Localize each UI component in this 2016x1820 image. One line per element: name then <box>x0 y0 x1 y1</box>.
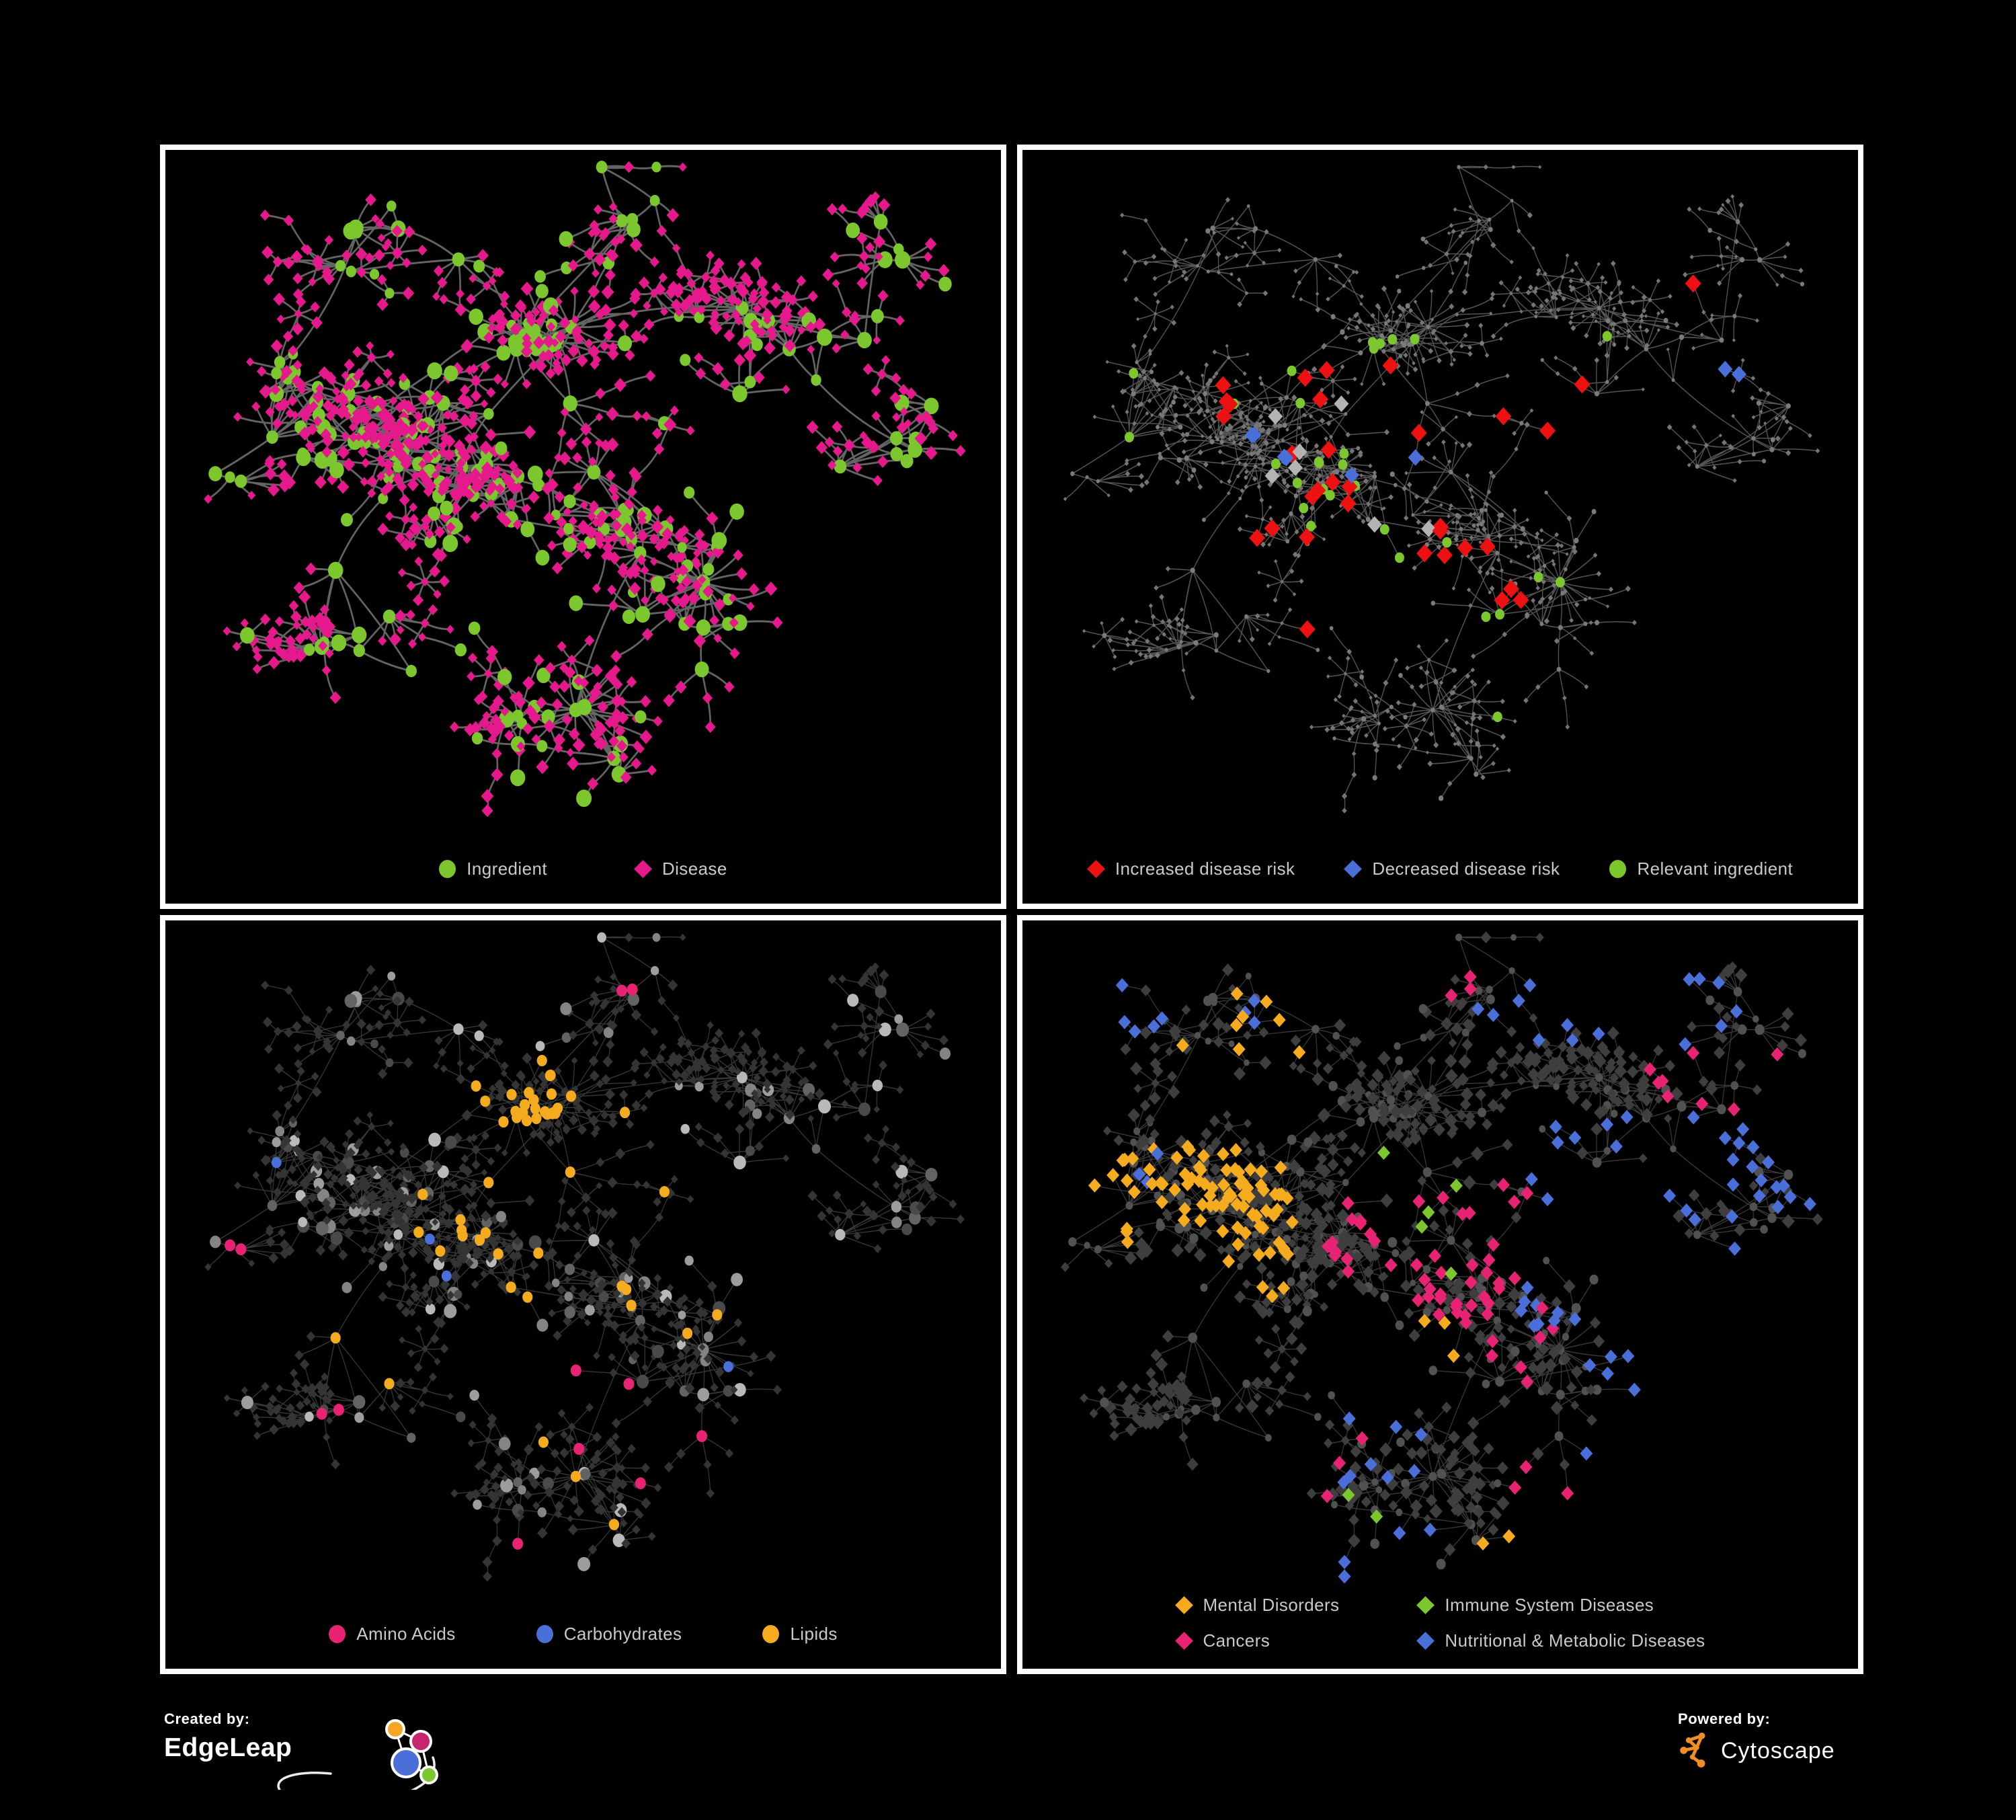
legend-label: Increased disease risk <box>1115 859 1295 879</box>
ingredient-classes-network-graph <box>204 932 965 1582</box>
legend-item-mental-disorders: Mental Disorders <box>1174 1595 1340 1616</box>
diamond-marker-icon <box>1086 860 1105 878</box>
legend-item-cancers: Cancers <box>1174 1630 1340 1651</box>
created-by-block: Created by: EdgeLeap <box>164 1710 514 1805</box>
legend-label: Disease <box>661 859 727 879</box>
legend-item-ingredient: Ingredient <box>439 859 547 879</box>
legend-item-lipids: Lipids <box>762 1624 837 1645</box>
ingredient-disease-network-graph <box>204 161 966 818</box>
circle-marker-icon <box>329 1625 346 1643</box>
disease-risk-legend: Increased disease risk Decreased disease … <box>1022 859 1858 879</box>
legend-label: Immune System Diseases <box>1445 1595 1654 1615</box>
legend-item-decreased-disease-risk: Decreased disease risk <box>1344 859 1560 879</box>
legend-item-nutritional-metabolic-diseases: Nutritional & Metabolic Diseases <box>1416 1630 1705 1651</box>
legend-label: Nutritional & Metabolic Diseases <box>1445 1630 1705 1651</box>
legend-label: Amino Acids <box>356 1624 456 1644</box>
diamond-marker-icon <box>1174 1596 1193 1614</box>
ingredient-disease-legend: Ingredient Disease <box>165 859 1001 879</box>
disease-classes-legend: Mental Disorders Immune System Diseases Ca… <box>1022 1595 1858 1651</box>
diamond-marker-icon <box>634 860 652 878</box>
circle-marker-icon <box>762 1625 780 1643</box>
legend-item-increased-disease-risk: Increased disease risk <box>1086 859 1295 879</box>
disease-risk-network-graph <box>1063 164 1820 814</box>
cytoscape-wordmark: Cytoscape <box>1721 1737 1835 1764</box>
powered-by-block: Powered by: Cytoscape <box>1678 1710 1960 1771</box>
ingredient-classes-legend: Amino Acids Carbohydrates Lipids <box>165 1624 1001 1645</box>
panel-disease-risk: Increased disease risk Decreased disease … <box>1017 145 1863 909</box>
circle-marker-icon <box>536 1625 553 1643</box>
legend-label: Mental Disorders <box>1203 1595 1340 1615</box>
created-by-label: Created by: <box>164 1710 250 1727</box>
panel-ingredient-classes: Amino Acids Carbohydrates Lipids <box>160 915 1006 1674</box>
powered-by-label: Powered by: <box>1678 1710 1771 1727</box>
legend-label: Ingredient <box>467 859 547 879</box>
legend-item-carbohydrates: Carbohydrates <box>536 1624 682 1645</box>
diamond-marker-icon <box>1416 1596 1435 1614</box>
legend-item-amino-acids: Amino Acids <box>329 1624 455 1645</box>
diamond-marker-icon <box>1416 1632 1435 1650</box>
legend-label: Lipids <box>790 1624 838 1644</box>
legend-label: Cancers <box>1203 1630 1271 1651</box>
panel-ingredient-disease: Ingredient Disease <box>160 145 1006 909</box>
diamond-marker-icon <box>1344 860 1363 878</box>
circle-marker-icon <box>1609 860 1627 878</box>
legend-item-disease: Disease <box>634 859 727 879</box>
legend-label: Decreased disease risk <box>1372 859 1560 879</box>
legend-label: Carbohydrates <box>563 1624 682 1644</box>
edgeleap-logo-icon <box>277 1719 438 1790</box>
circle-marker-icon <box>439 860 456 878</box>
edgeleap-wordmark: EdgeLeap <box>164 1733 292 1762</box>
legend-item-immune-system-diseases: Immune System Diseases <box>1416 1595 1705 1616</box>
legend-item-relevant-ingredient: Relevant ingredient <box>1609 859 1793 879</box>
disease-classes-network-graph <box>1060 931 1823 1584</box>
legend-label: Relevant ingredient <box>1637 859 1793 879</box>
cytoscape-logo-icon <box>1680 1733 1705 1768</box>
panel-disease-classes: Mental Disorders Immune System Diseases Ca… <box>1017 915 1863 1674</box>
diamond-marker-icon <box>1174 1632 1193 1650</box>
